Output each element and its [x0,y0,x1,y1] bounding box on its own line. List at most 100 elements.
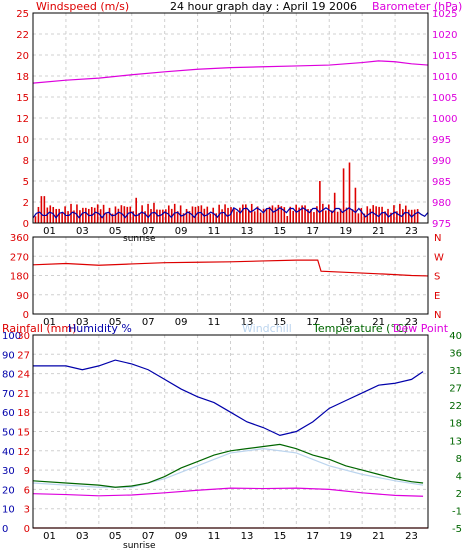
temperature-tick-label: 4 [456,471,462,482]
x-tick-label: 01 [43,226,56,237]
gust-bar [280,206,283,223]
x-tick-label: 07 [142,226,155,237]
x-tick-label: 09 [175,226,188,237]
x-tick-label: 13 [241,317,254,328]
gust-bar [304,205,306,223]
gust-bar [324,210,327,223]
temperature-tick-label: -5 [452,524,462,535]
y-tick-label-left: 22 [16,30,29,41]
gust-bar [209,213,212,223]
gust-bar [156,209,158,223]
wind-direction-line [32,259,429,277]
y-tick-label-left: 15 [16,93,29,104]
gust-bar [176,211,179,223]
gust-bar [262,208,265,223]
x-tick-label: 15 [274,531,287,542]
gust-bar [357,213,360,223]
humidity-tick-label: 50 [2,428,15,439]
humidity-tick-label: 0 [2,524,8,535]
gust-bar [82,207,84,223]
windspeed-label: Windspeed (m/s) [36,0,129,13]
gust-bar [298,207,300,223]
gust-bar [253,211,256,223]
temperature-tick-label: 18 [449,419,462,430]
gust-bar [138,212,140,223]
x-tick-label: 23 [405,317,418,328]
y-tick-label-right: 985 [432,177,451,188]
x-tick-label: 15 [274,226,287,237]
wind-barometer-panel: 9759809859909951000100510101015102010250… [16,0,462,244]
gust-bar [333,192,336,223]
rainfall-label: Rainfall (mm) [2,322,76,335]
gust-bar [313,212,315,223]
y-tick-label-left: 25 [16,9,29,20]
gust-bar [286,216,289,223]
gust-bar [295,204,297,223]
x-tick-label: 21 [372,531,385,542]
compass-label: W [434,252,444,263]
barometer-line [32,60,429,84]
temperature-line [32,443,424,488]
y-tick-label-left: 270 [10,252,29,263]
gust-bar [360,208,363,223]
windchill-label: Windchill [242,322,292,335]
temperature-tick-label: 8 [456,454,462,465]
x-tick-label: 15 [274,317,287,328]
temperature-tick-label: -1 [452,506,462,517]
x-tick-label: 03 [76,531,89,542]
humidity-tick-label: 20 [2,485,15,496]
gust-bar [233,209,235,223]
x-tick-label: 23 [405,226,418,237]
humidity-tick-label: 60 [2,408,15,419]
x-tick-label: 17 [306,317,319,328]
gust-bar [399,203,401,223]
x-tick-label: 01 [43,317,56,328]
gust-bar [322,203,324,223]
gust-bar [283,207,286,223]
y-tick-label-right: 1020 [432,30,457,41]
gust-bar [310,209,312,223]
x-tick-label: 19 [339,317,352,328]
gust-bar [319,181,321,223]
wind-direction-panel: 0 N 90 E 180 S 270 W 360 N 01 03 05 07 09 11 13 15 17 19 21 2… [10,233,444,328]
humidity-tick-label: 100 [2,331,21,342]
compass-label: S [434,272,440,283]
y-tick-label-right: 980 [432,198,451,209]
panel-frame [32,334,429,529]
gust-bar [182,213,185,223]
gust-bar [159,209,161,223]
humidity-tick-label: 70 [2,389,15,400]
gust-bar [102,204,105,223]
x-tick-label: 13 [241,531,254,542]
gust-bar [236,211,238,223]
x-tick-label: 05 [109,226,122,237]
gust-bar [141,205,143,223]
gust-bar [381,206,383,223]
temperature-tick-label: 2 [456,489,462,500]
rain-tick-label: 3 [24,505,30,516]
humidity-tick-label: 30 [2,466,15,477]
temperature-tick-label: 13 [449,436,462,447]
gust-bar [268,206,271,223]
temperature-tick-label: 27 [449,384,462,395]
gust-bar [396,211,398,223]
gust-bar [265,208,268,223]
gust-bar [336,211,339,223]
x-tick-label: 07 [142,531,155,542]
y-tick-label-right: 995 [432,135,451,146]
x-tick-label: 23 [405,531,418,542]
x-tick-label: 21 [372,317,385,328]
y-tick-label-left: 0 [23,219,29,230]
temperature-tick-label: 22 [449,401,462,412]
rain-tick-label: 0 [24,524,30,535]
y-tick-label-left: 360 [10,233,29,244]
rain-tick-label: 30 [17,331,30,342]
humidity-tick-label: 80 [2,370,15,381]
gust-bar [120,205,123,223]
y-tick-label-left: 20 [16,51,29,62]
y-tick-label-left: 10 [16,135,29,146]
gust-bar [289,206,292,223]
gust-bar [256,206,259,223]
rain-tick-label: 18 [17,408,30,419]
